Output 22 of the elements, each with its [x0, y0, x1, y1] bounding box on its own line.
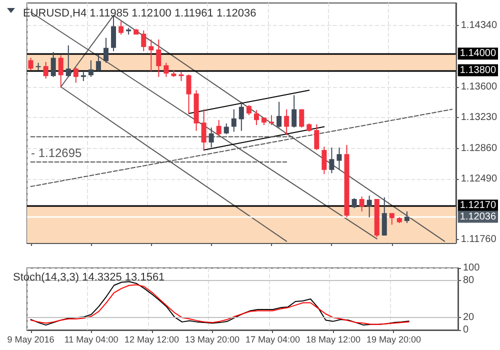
ref-line-label: 1.14000	[460, 48, 496, 60]
x-tick-label: 19 May 20:00	[366, 334, 421, 344]
ref-line-label: 1.13800	[460, 64, 496, 76]
x-tick-label: 17 May 04:00	[245, 334, 300, 344]
y-tick-label: 1.12860	[460, 142, 498, 154]
x-tick-label: 11 May 04:00	[64, 334, 118, 344]
x-tick-label: 12 May 12:00	[124, 334, 180, 344]
annotation: - 1.12695	[31, 146, 82, 160]
x-tick-label: 18 May 12:00	[306, 334, 361, 344]
y-tick-label: 1.14340	[460, 20, 498, 31]
y-tick-label: 1.12490	[460, 174, 498, 185]
x-tick-label: 13 May 20:00	[184, 334, 240, 344]
y-tick-label: 0	[463, 324, 469, 336]
ref-line-label: 1.12036	[460, 211, 496, 222]
y-tick-label: 1.13600	[460, 81, 498, 92]
y-tick-label: 1.11760	[460, 234, 497, 246]
ref-line-label: 1.12170	[460, 200, 496, 212]
y-tick-label: 80	[463, 274, 475, 286]
y-tick-label: 20	[463, 312, 475, 324]
y-tick-label: 100	[463, 262, 480, 274]
y-tick-label: 1.13230	[460, 112, 498, 124]
x-tick-label: 9 May 2016	[7, 334, 54, 344]
